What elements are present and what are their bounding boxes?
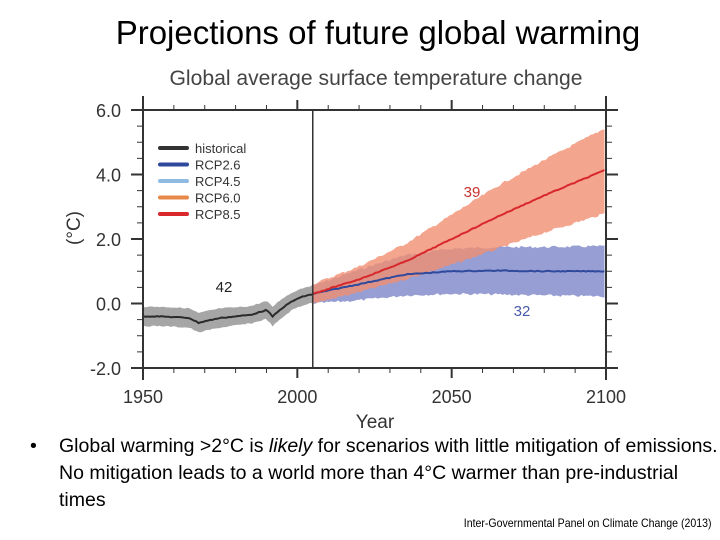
confidence-bands bbox=[143, 129, 605, 333]
y-tick-label: 0.0 bbox=[96, 295, 121, 315]
y-tick-label: -2.0 bbox=[90, 359, 121, 379]
count-label-historical: 42 bbox=[216, 279, 233, 296]
legend-label-rcp45: RCP4.5 bbox=[195, 174, 241, 189]
bullet-text-pre: Global warming >2°C is bbox=[59, 435, 269, 457]
bullet-text-emphasis: likely bbox=[268, 435, 313, 457]
tick-labels: 1950 2000 2050 2100 -2.0 0.0 2.0 4.0 6.0 bbox=[90, 101, 626, 407]
line-rcp85 bbox=[312, 169, 605, 295]
count-label-rcp26: 32 bbox=[514, 303, 531, 320]
bullet-text: Global warming >2°C is likely for scenar… bbox=[30, 433, 720, 514]
count-label-rcp85: 39 bbox=[464, 184, 481, 201]
y-axis-label: (°C) bbox=[64, 211, 85, 245]
bullet-point: • Global warming >2°C is likely for scen… bbox=[30, 433, 720, 514]
band-rcp85 bbox=[312, 129, 605, 304]
x-tick-label: 1950 bbox=[123, 387, 163, 407]
line-historical bbox=[142, 293, 313, 325]
band-rcp26 bbox=[312, 245, 605, 304]
legend-label-rcp26: RCP2.6 bbox=[195, 158, 241, 173]
x-tick-label: 2000 bbox=[277, 387, 317, 407]
x-tick-label: 2100 bbox=[586, 387, 626, 407]
legend-label-rcp60: RCP6.0 bbox=[195, 191, 241, 206]
line-rcp26 bbox=[312, 269, 605, 295]
slide-title: Projections of future global warming bbox=[115, 14, 641, 51]
tick-marks bbox=[131, 100, 618, 378]
axes bbox=[132, 96, 617, 380]
bullet-marker: • bbox=[30, 435, 37, 457]
x-axis-label: Year bbox=[356, 412, 395, 433]
y-tick-label: 4.0 bbox=[96, 166, 121, 186]
x-tick-label: 2050 bbox=[432, 387, 472, 407]
model-count-labels: 42 32 39 bbox=[216, 184, 531, 320]
chart-title: Global average surface temperature chang… bbox=[170, 67, 583, 90]
band-historical bbox=[143, 285, 312, 333]
legend-label-rcp85: RCP8.5 bbox=[195, 207, 241, 222]
legend-label-historical: historical bbox=[195, 141, 246, 156]
series-lines bbox=[142, 169, 605, 325]
bullet-text-post: for scenarios with little mitigation of … bbox=[59, 435, 718, 511]
y-tick-label: 2.0 bbox=[96, 230, 121, 250]
source-citation: Inter-Governmental Panel on Climate Chan… bbox=[463, 516, 711, 530]
y-tick-label: 6.0 bbox=[96, 101, 121, 121]
